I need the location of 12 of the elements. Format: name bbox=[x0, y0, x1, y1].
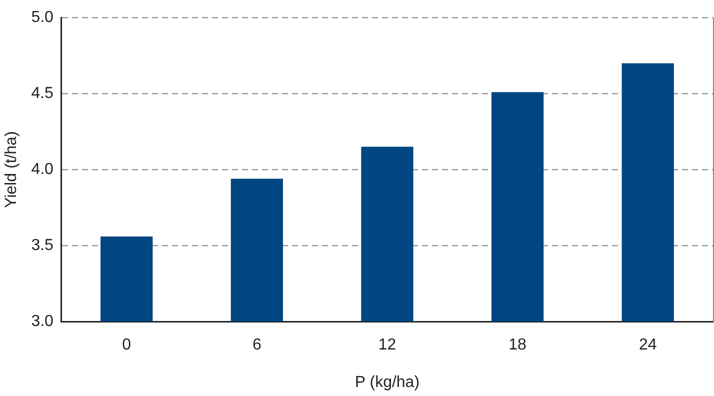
x-tick-label: 0 bbox=[122, 336, 132, 354]
y-tick-label: 4.0 bbox=[31, 161, 54, 178]
x-tick-label: 24 bbox=[638, 336, 657, 354]
x-tick-label: 12 bbox=[378, 336, 396, 354]
y-tick-label: 3.5 bbox=[31, 237, 54, 254]
y-tick-label: 4.5 bbox=[31, 85, 54, 102]
y-axis-title: Yield (t/ha) bbox=[3, 131, 20, 208]
x-tick-label: 6 bbox=[252, 336, 262, 354]
y-tick-label: 5.0 bbox=[31, 9, 54, 26]
y-tick-label: 3.0 bbox=[31, 313, 54, 330]
x-tick-label: 18 bbox=[508, 336, 527, 354]
x-axis-title: P (kg/ha) bbox=[354, 374, 420, 391]
